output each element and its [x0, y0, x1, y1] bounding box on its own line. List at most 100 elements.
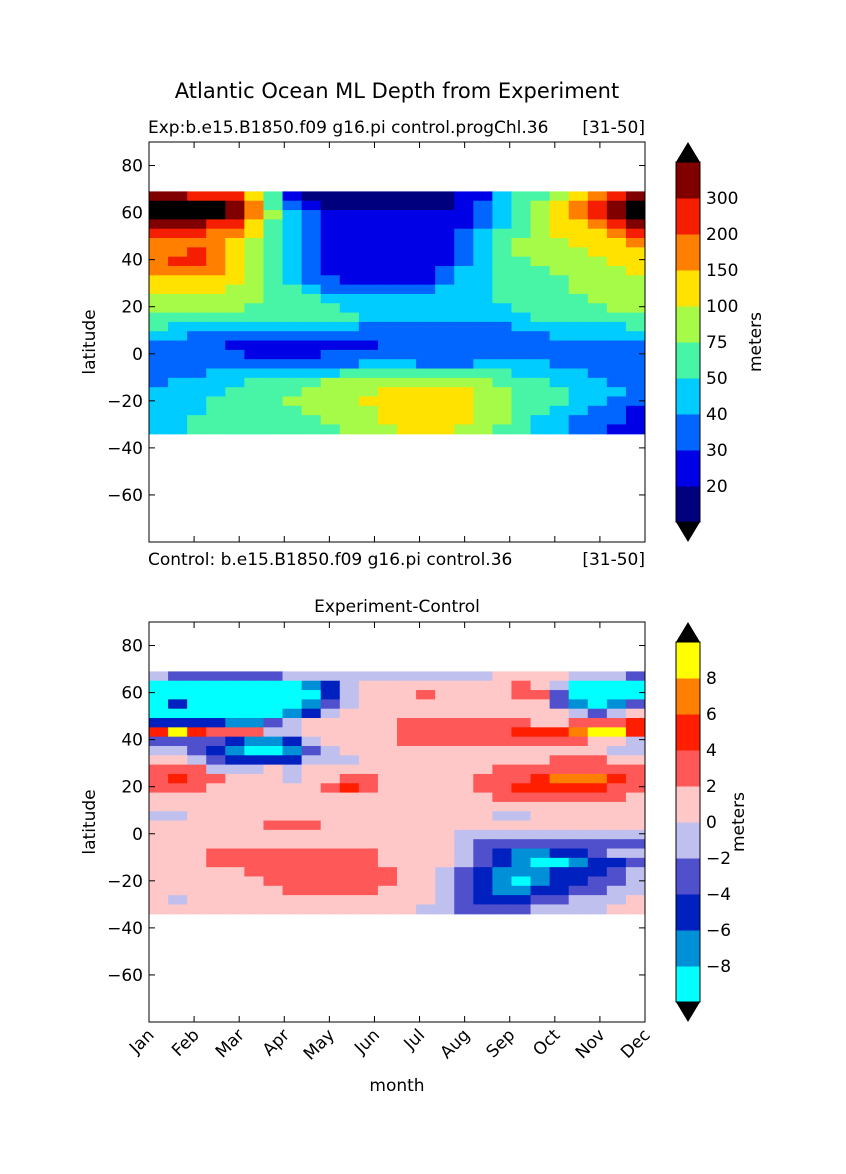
- heatmap-cell: [206, 200, 226, 211]
- heatmap-cell: [244, 228, 265, 239]
- heatmap-cell: [187, 219, 207, 230]
- heatmap-cell: [549, 718, 570, 728]
- heatmap-cell: [416, 848, 436, 859]
- heatmap-cell: [492, 340, 513, 351]
- heatmap-cell: [549, 857, 570, 868]
- heatmap-cell: [473, 783, 493, 794]
- heatmap-cell: [149, 312, 169, 323]
- heatmap-cell: [416, 718, 436, 728]
- heatmap-cell: [320, 839, 341, 850]
- heatmap-cell: [244, 349, 265, 360]
- heatmap-cell: [397, 312, 417, 323]
- heatmap-cell: [358, 848, 379, 859]
- heatmap-cell: [263, 368, 284, 379]
- heatmap-cell: [606, 377, 627, 388]
- heatmap-cell: [625, 895, 645, 906]
- heatmap-cell: [511, 293, 532, 304]
- heatmap-cell: [301, 671, 322, 682]
- heatmap-cell: [320, 773, 341, 784]
- heatmap-cell: [168, 839, 188, 850]
- heatmap-cell: [625, 228, 645, 239]
- heatmap-cell: [263, 690, 284, 700]
- heatmap-cell: [397, 867, 417, 878]
- heatmap-cell: [149, 773, 169, 784]
- heatmap-cell: [168, 829, 188, 840]
- heatmap-cell: [206, 359, 226, 370]
- heatmap-cell: [225, 885, 245, 896]
- heatmap-cell: [587, 904, 608, 915]
- heatmap-cell: [339, 857, 360, 868]
- heatmap-cell: [358, 876, 379, 887]
- heatmap-cell: [358, 303, 379, 314]
- heatmap-cell: [511, 396, 532, 407]
- heatmap-cell: [187, 275, 207, 286]
- colorbar-segment: [676, 642, 700, 679]
- heatmap-cell: [435, 829, 455, 840]
- heatmap-cell: [492, 415, 513, 426]
- heatmap-cell: [187, 303, 207, 314]
- heatmap-cell: [263, 895, 284, 906]
- heatmap-cell: [168, 867, 188, 878]
- heatmap-cell: [206, 293, 226, 304]
- heatmap-cell: [397, 745, 417, 756]
- heatmap-cell: [187, 247, 207, 258]
- heatmap-cell: [320, 690, 341, 700]
- colorbar-segment: [676, 966, 700, 1003]
- heatmap-cell: [416, 340, 436, 351]
- heatmap-cell: [454, 867, 474, 878]
- heatmap-cell: [511, 773, 532, 784]
- heatmap-cell: [473, 904, 493, 915]
- heatmap-cell: [244, 424, 265, 435]
- heatmap-cell: [301, 736, 322, 747]
- heatmap-cell: [244, 783, 265, 794]
- heatmap-cell: [149, 755, 169, 766]
- heatmap-cell: [511, 671, 532, 682]
- heatmap-cell: [263, 275, 284, 286]
- heatmap-cell: [301, 867, 322, 878]
- heatmap-cell: [244, 727, 265, 738]
- heatmap-cell: [282, 405, 303, 416]
- heatmap-cell: [625, 415, 645, 426]
- heatmap-cell: [416, 680, 436, 691]
- heatmap-cell: [187, 210, 207, 220]
- heatmap-cell: [377, 904, 398, 915]
- heatmap-cell: [511, 680, 532, 691]
- heatmap-cell: [587, 801, 608, 812]
- heatmap-cell: [511, 424, 532, 435]
- heatmap-cell: [454, 718, 474, 728]
- heatmap-cell: [568, 312, 589, 323]
- heatmap-cell: [282, 331, 303, 342]
- heatmap-cell: [358, 368, 379, 379]
- heatmap-cell: [187, 415, 207, 426]
- heatmap-cell: [606, 904, 627, 915]
- heatmap-cell: [320, 727, 341, 738]
- heatmap-cell: [435, 377, 455, 388]
- heatmap-cell: [568, 811, 589, 822]
- heatmap-cell: [454, 820, 474, 831]
- heatmap-cell: [549, 191, 570, 202]
- heatmap-cell: [587, 867, 608, 878]
- heatmap-cell: [625, 811, 645, 822]
- heatmap-cell: [282, 792, 303, 803]
- heatmap-cell: [587, 424, 608, 435]
- colorbar-extend-over: [676, 622, 700, 642]
- heatmap-cell: [225, 801, 245, 812]
- heatmap-cell: [149, 303, 169, 314]
- heatmap-cell: [397, 839, 417, 850]
- heatmap-cell: [397, 690, 417, 700]
- heatmap-cell: [568, 755, 589, 766]
- heatmap-cell: [206, 773, 226, 784]
- xtick-label: Apr: [259, 1025, 294, 1060]
- heatmap-cell: [225, 405, 245, 416]
- heatmap-cell: [473, 820, 493, 831]
- heatmap-cell: [168, 718, 188, 728]
- colorbar-tick-label: 300: [706, 189, 738, 209]
- heatmap-cell: [187, 340, 207, 351]
- heatmap-cell: [320, 331, 341, 342]
- heatmap-cell: [530, 699, 551, 710]
- heatmap-cell: [606, 829, 627, 840]
- heatmap-cell: [225, 811, 245, 822]
- heatmap-cell: [225, 349, 245, 360]
- heatmap-cell: [320, 745, 341, 756]
- heatmap-cell: [339, 727, 360, 738]
